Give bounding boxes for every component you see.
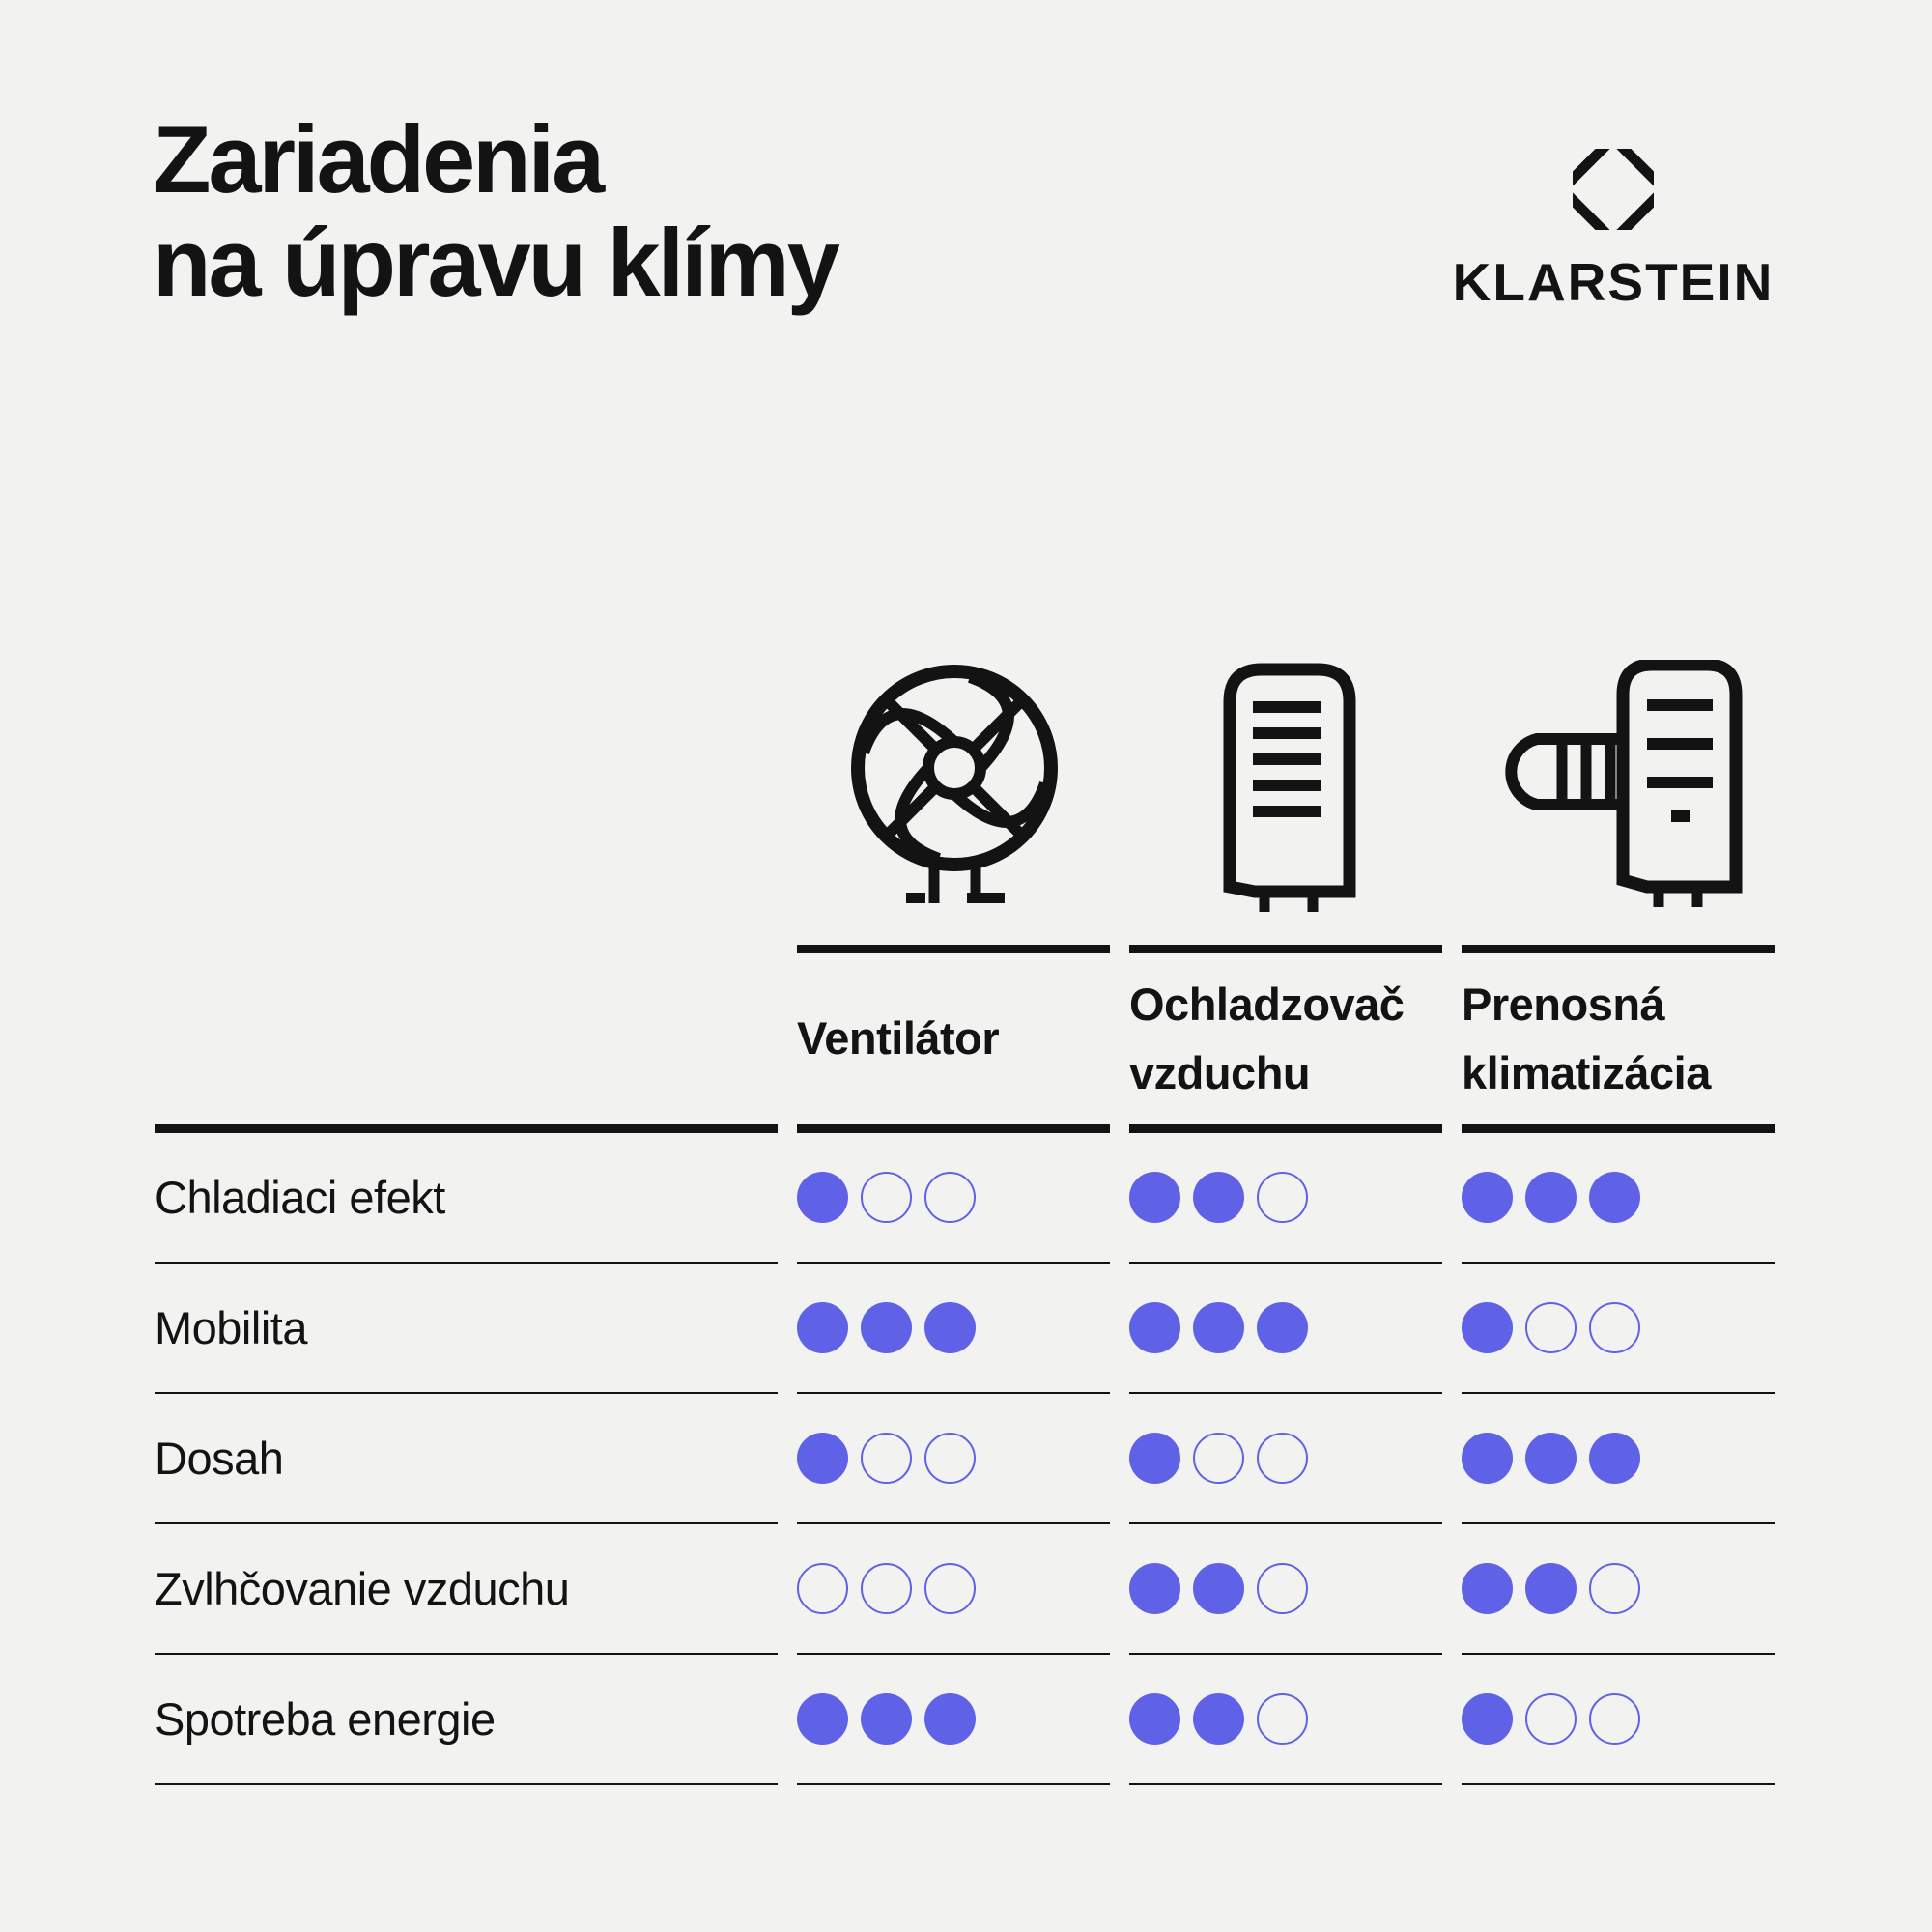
rating-dots [1129, 1172, 1308, 1223]
rating-dot-empty [1257, 1172, 1308, 1223]
rating-dots [1462, 1433, 1640, 1484]
rating-dot-filled [861, 1302, 912, 1353]
rating-dot-empty [1257, 1693, 1308, 1745]
column-header-fan: Ventilátor [797, 945, 1110, 1133]
rating-cell [797, 1264, 1110, 1394]
rating-cell [1129, 1524, 1442, 1655]
rating-dot-empty [861, 1563, 912, 1614]
rating-dots [1462, 1172, 1640, 1223]
air-cooler-icon [1223, 663, 1356, 912]
rating-dots [1129, 1693, 1308, 1745]
column-header-portable-ac: Prenosná klimatizácia [1462, 945, 1775, 1133]
rating-dot-empty [861, 1172, 912, 1223]
rating-dot-filled [1129, 1693, 1180, 1745]
rating-cell [1462, 1655, 1775, 1785]
rating-cell [1129, 1133, 1442, 1264]
page-title-line2: na úpravu klímy [153, 208, 840, 316]
page-title: Zariadenia na úpravu klímy [153, 105, 840, 316]
page-title-line1: Zariadenia [153, 105, 605, 213]
rating-dot-empty [1589, 1302, 1640, 1353]
brand-logo: KLARSTEIN [1449, 149, 1777, 313]
rating-dot-filled [1462, 1563, 1513, 1614]
rating-dot-filled [797, 1433, 848, 1484]
air-cooler-icon-wrap [1203, 663, 1377, 916]
fan-icon [851, 665, 1058, 903]
rating-dot-filled [1129, 1563, 1180, 1614]
rating-dots [1129, 1563, 1308, 1614]
row-label: Mobilita [155, 1264, 778, 1394]
rating-dots [797, 1172, 976, 1223]
rating-dot-filled [1589, 1172, 1640, 1223]
row-label: Chladiaci efekt [155, 1133, 778, 1264]
rating-dot-filled [861, 1693, 912, 1745]
rating-dot-empty [924, 1433, 976, 1484]
rating-dots [797, 1433, 976, 1484]
rating-dot-filled [1525, 1563, 1577, 1614]
rating-cell [1129, 1264, 1442, 1394]
rating-dot-filled [797, 1693, 848, 1745]
rating-dots [1462, 1302, 1640, 1353]
aperture-logo-icon [1573, 149, 1654, 230]
rating-dots [1129, 1302, 1308, 1353]
rating-dot-empty [797, 1563, 848, 1614]
row-label: Spotreba energie [155, 1655, 778, 1785]
rating-dot-filled [1193, 1563, 1244, 1614]
rating-cell [1462, 1264, 1775, 1394]
rating-cell [797, 1394, 1110, 1524]
rating-dots [797, 1302, 976, 1353]
rating-cell [1129, 1394, 1442, 1524]
rating-dot-filled [1525, 1433, 1577, 1484]
rating-cell [1462, 1524, 1775, 1655]
comparison-table: Ventilátor Ochladzovač vzduchu Prenosná … [155, 945, 1775, 1785]
rating-dots [797, 1693, 976, 1745]
row-label: Zvlhčovanie vzduchu [155, 1524, 778, 1655]
rating-dot-filled [1193, 1172, 1244, 1223]
header-cell-empty [155, 945, 778, 1133]
portable-air-conditioner-icon [1505, 660, 1743, 907]
rating-dot-empty [1525, 1693, 1577, 1745]
rating-dot-filled [1129, 1172, 1180, 1223]
rating-dots [797, 1563, 976, 1614]
rating-dot-empty [1589, 1563, 1640, 1614]
rating-dot-filled [924, 1693, 976, 1745]
rating-dot-empty [1257, 1563, 1308, 1614]
rating-dots [1462, 1563, 1640, 1614]
rating-cell [1462, 1133, 1775, 1264]
rating-dot-empty [861, 1433, 912, 1484]
rating-cell [797, 1133, 1110, 1264]
rating-dot-empty [1257, 1433, 1308, 1484]
rating-cell [1462, 1394, 1775, 1524]
rating-dot-filled [1462, 1693, 1513, 1745]
rating-dot-filled [1589, 1433, 1640, 1484]
rating-dot-empty [1193, 1433, 1244, 1484]
rating-dot-filled [1525, 1172, 1577, 1223]
rating-dot-empty [924, 1563, 976, 1614]
rating-dots [1129, 1433, 1308, 1484]
rating-dot-empty [924, 1172, 976, 1223]
rating-dot-empty [1589, 1693, 1640, 1745]
column-header-air-cooler: Ochladzovač vzduchu [1129, 945, 1442, 1133]
rating-dots [1462, 1693, 1640, 1745]
rating-cell [1129, 1655, 1442, 1785]
rating-dot-filled [1129, 1302, 1180, 1353]
rating-cell [797, 1655, 1110, 1785]
row-label: Dosah [155, 1394, 778, 1524]
rating-dot-filled [1462, 1302, 1513, 1353]
rating-dot-filled [797, 1172, 848, 1223]
brand-name: KLARSTEIN [1452, 252, 1775, 312]
rating-dot-filled [1462, 1433, 1513, 1484]
portable-air-conditioner-icon-wrap [1492, 660, 1744, 913]
fan-icon-wrap [838, 660, 1070, 921]
rating-dot-filled [1193, 1302, 1244, 1353]
rating-dot-filled [1193, 1693, 1244, 1745]
rating-dot-filled [797, 1302, 848, 1353]
rating-dot-filled [1129, 1433, 1180, 1484]
rating-dot-filled [1257, 1302, 1308, 1353]
rating-dot-filled [924, 1302, 976, 1353]
rating-dot-empty [1525, 1302, 1577, 1353]
rating-dot-filled [1462, 1172, 1513, 1223]
rating-cell [797, 1524, 1110, 1655]
